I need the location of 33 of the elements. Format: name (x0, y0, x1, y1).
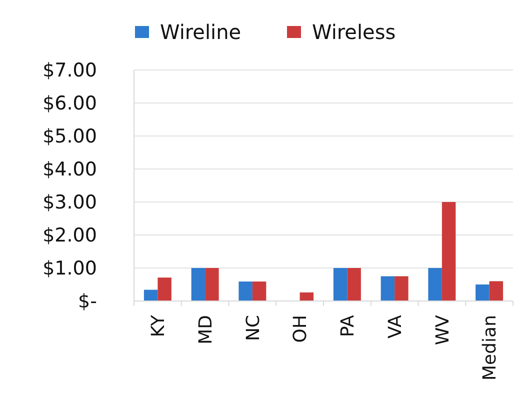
bar (333, 268, 348, 301)
y-tick-label: $7.00 (42, 60, 97, 82)
y-tick-label: $1.00 (42, 258, 97, 280)
y-tick-label: $2.00 (42, 224, 97, 247)
x-tick-label: VA (384, 314, 406, 338)
y-tick-label: $6.00 (42, 92, 97, 115)
bar (300, 292, 314, 301)
bar (158, 278, 172, 301)
x-tick-label: MD (195, 315, 216, 344)
y-tick-label: $3.00 (42, 192, 97, 214)
bar (380, 276, 395, 301)
bar (205, 268, 219, 301)
bar (252, 282, 266, 301)
y-tick-label: $5.00 (42, 126, 97, 148)
bar (144, 290, 158, 301)
x-tick-label: NC (242, 315, 264, 342)
bar (238, 282, 252, 301)
bar (428, 268, 442, 301)
x-tick-label: KY (148, 314, 169, 338)
legend-label: Wireline (160, 20, 242, 44)
y-tick-label: $- (78, 290, 97, 313)
y-tick-label: $4.00 (42, 158, 97, 181)
x-tick-label: PA (337, 314, 358, 338)
x-tick-label: OH (290, 315, 312, 343)
bar (476, 284, 490, 301)
bar (442, 202, 456, 301)
bar (394, 276, 408, 301)
legend-label: Wireless (312, 20, 396, 44)
bar (489, 281, 504, 301)
x-tick-label: WV (432, 314, 454, 346)
bar (191, 268, 206, 301)
bar (347, 268, 361, 301)
x-tick-label: Median (480, 315, 501, 380)
